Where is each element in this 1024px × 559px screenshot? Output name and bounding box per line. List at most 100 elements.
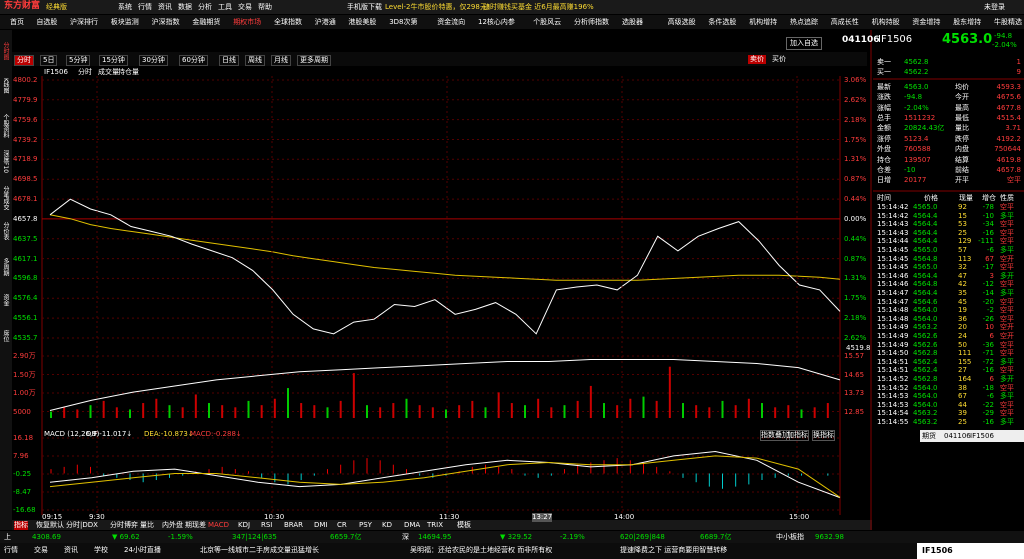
indicator-tab[interactable]: 恢复默认 <box>36 521 64 529</box>
nav-tab[interactable]: 沪深指数 <box>151 18 180 26</box>
period-tab[interactable]: 分时 <box>14 55 34 66</box>
label: IF1506 <box>922 546 953 555</box>
nav-tab[interactable]: 高成长性 <box>830 18 859 26</box>
label: 4739.2 <box>13 135 38 144</box>
price-line <box>49 198 841 335</box>
side-tab[interactable]: 分笔成交 <box>2 186 9 210</box>
indicator-button[interactable]: 换指标 <box>812 430 835 441</box>
nav-tab[interactable]: 高级选股 <box>667 18 696 26</box>
label: 4192.2 <box>996 134 1022 143</box>
nav-tab[interactable]: 期权市场 <box>233 18 262 26</box>
indicator-tab[interactable]: 期现差 <box>185 521 206 529</box>
label: 0.00% <box>844 214 867 223</box>
add-favorite[interactable]: 加入自选 <box>786 37 822 50</box>
label: 性质 <box>1000 194 1014 202</box>
nav-tab[interactable]: 沪港通 <box>314 18 336 26</box>
period-tab[interactable]: 周线 <box>245 55 265 66</box>
label: 4564.4 <box>913 271 938 280</box>
indicator-tab[interactable]: PSY <box>359 521 372 529</box>
label: 0.87% <box>844 254 867 263</box>
indicator-tab[interactable]: TRIX <box>427 521 443 529</box>
indicator-tab[interactable]: DMI <box>314 521 328 529</box>
label: 32 <box>958 263 967 272</box>
nav-tab[interactable]: 分析师指数 <box>574 18 609 26</box>
side-tab[interactable]: 深度F10 <box>2 150 9 174</box>
volume-bar <box>787 405 790 418</box>
side-tab[interactable]: 分时图 <box>2 42 9 60</box>
side-tab[interactable]: K线图 <box>2 78 9 94</box>
nav-tab[interactable]: 资金流向 <box>437 18 466 26</box>
period-tab[interactable]: 30分钟 <box>139 55 168 66</box>
search-box[interactable] <box>920 430 1024 442</box>
label: 36 <box>958 314 967 323</box>
side-tab[interactable]: 资金 <box>2 294 9 306</box>
indicator-button[interactable]: 指数叠加 <box>760 430 790 441</box>
indicator-tab[interactable]: 分时|DDX <box>66 521 98 529</box>
indicator-tab[interactable]: BRAR <box>284 521 304 529</box>
indicator-tab[interactable]: 量比 <box>140 521 154 529</box>
label: 多平 <box>1000 392 1014 401</box>
indicator-tab[interactable]: 内外盘 <box>162 521 183 529</box>
label: -26 <box>982 314 994 323</box>
label: 4564.0 <box>913 314 938 323</box>
indicator-tab[interactable]: KD <box>382 521 392 529</box>
label: 多平 <box>1000 418 1014 426</box>
indicator-tab[interactable]: MACD <box>208 521 229 529</box>
nav-tab[interactable]: 港股美股 <box>348 18 377 26</box>
indicator-tab[interactable]: 指标 <box>14 521 28 530</box>
period-tab[interactable]: 月线 <box>271 55 291 66</box>
nav-tab[interactable]: 12核心内参 <box>478 18 515 26</box>
nav-tab[interactable]: 个股风云 <box>533 18 562 26</box>
nav-tab[interactable]: 机构增持 <box>749 18 778 26</box>
side-tab[interactable]: 席位 <box>2 330 9 342</box>
nav-tab[interactable]: 牛股精选 <box>994 18 1022 26</box>
indicator-tab[interactable]: 分时博弈 <box>110 521 138 529</box>
label: 空平 <box>1000 400 1014 409</box>
nav-tab[interactable]: 板块监测 <box>110 18 139 26</box>
nav-tab[interactable]: 自选股 <box>36 18 58 26</box>
indicator-tab[interactable]: 模板 <box>457 521 471 529</box>
nav-tab[interactable]: 3D8次第 <box>389 18 418 26</box>
nav-tab[interactable]: 全球指数 <box>274 18 302 26</box>
nav-tab[interactable]: 沪深排行 <box>70 18 98 26</box>
volume-bar <box>194 394 197 418</box>
label: 时间 <box>877 194 891 202</box>
indicator-tab[interactable]: KDJ <box>238 521 251 529</box>
nav-tab[interactable]: 资金增持 <box>912 18 941 26</box>
indicator-tab[interactable]: CR <box>337 521 347 529</box>
status-bar <box>0 543 1024 559</box>
nav-tab[interactable]: 股东增持 <box>953 18 982 26</box>
period-tab[interactable]: 日线 <box>219 55 239 66</box>
indicator-tab[interactable]: DMA <box>404 521 421 529</box>
label: 4678.1 <box>13 195 38 204</box>
nav-tab[interactable]: 机构持股 <box>871 18 900 26</box>
label: 4308.69 <box>32 533 61 541</box>
label: 空平 <box>1000 340 1014 349</box>
period-tab[interactable]: 60分钟 <box>179 55 208 66</box>
nav-tab[interactable]: 首页 <box>10 18 24 26</box>
label: 今开 <box>955 93 969 102</box>
period-tab[interactable]: 15分钟 <box>99 55 128 66</box>
side-tab[interactable]: 多周期 <box>2 258 9 276</box>
nav-tab[interactable]: 条件选股 <box>708 18 737 26</box>
period-tab[interactable]: 更多周期 <box>297 55 331 66</box>
label: 10 <box>985 323 994 332</box>
label: 空平 <box>1000 297 1014 306</box>
nav-tab[interactable]: 热点追踪 <box>790 18 818 26</box>
indicator-button[interactable]: 加指标 <box>786 430 809 441</box>
label: 涨停 <box>877 134 891 143</box>
volume-bar <box>747 398 750 418</box>
label: 1.31% <box>844 155 867 164</box>
indicator-tab[interactable]: RSI <box>261 521 273 529</box>
nav-tab[interactable]: 选股器 <box>622 18 643 26</box>
nav-bar <box>0 15 1024 29</box>
side-tab[interactable]: 分价表 <box>2 222 9 240</box>
period-tab[interactable]: 5分钟 <box>66 55 91 66</box>
volume-bar <box>102 400 105 418</box>
nav-tab[interactable]: 金融期货 <box>192 18 221 26</box>
side-tab[interactable]: 个股资料 <box>2 114 9 138</box>
label: 空平 <box>1000 237 1014 246</box>
period-tab[interactable]: 5日 <box>40 55 58 66</box>
label: 4563.2 <box>913 323 938 332</box>
label: 11:30 <box>439 513 460 521</box>
